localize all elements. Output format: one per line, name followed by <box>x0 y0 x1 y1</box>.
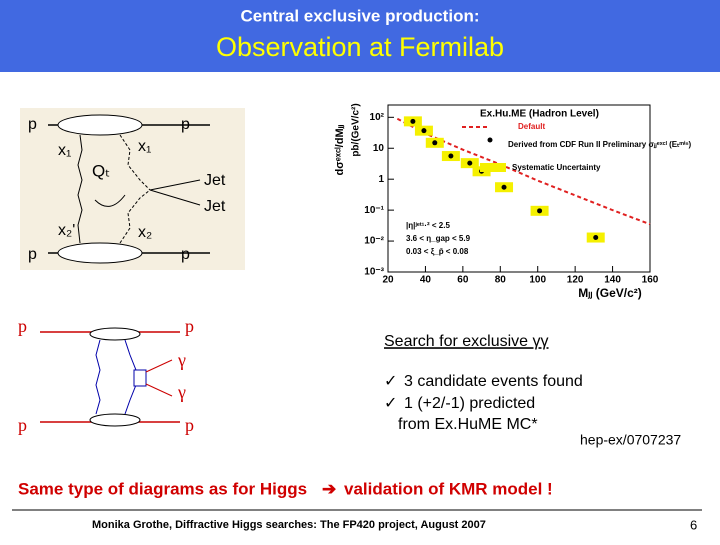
diagram-label: x₂' <box>58 222 75 239</box>
default-line <box>396 117 651 226</box>
item-note: from Ex.HuME MC* <box>398 416 538 433</box>
data-point <box>448 153 454 159</box>
diagram-label: p <box>185 316 194 336</box>
legend-label: Systematic Uncertainty <box>512 163 601 172</box>
x-tick-label: 80 <box>495 275 507 286</box>
x-tick-label: 40 <box>420 275 432 286</box>
page-number: 6 <box>690 517 697 532</box>
blob <box>89 327 141 341</box>
diagram-label: p <box>28 116 37 133</box>
diagram-label: Jet <box>204 198 226 215</box>
item: 1 (+2/-1) predicted <box>404 395 535 412</box>
legend-label: Default <box>518 122 545 131</box>
diagram-label: x₂ <box>138 224 152 241</box>
cut-label: 3.6 < η_gap < 5.9 <box>406 234 471 243</box>
legend-swatch <box>480 163 506 172</box>
cut-label: 0.03 < ξ_p̄ < 0.08 <box>406 247 469 256</box>
diagram-label: p <box>185 415 194 435</box>
diagram-label: Qₜ <box>92 161 110 180</box>
diagram-label: γ <box>177 382 186 402</box>
diagram-label: x₁ <box>58 142 71 159</box>
data-point <box>432 140 438 146</box>
diagram-label: p <box>181 116 190 133</box>
item: 3 candidate events found <box>404 373 583 390</box>
diagram-label: p <box>181 246 190 263</box>
x-axis-label: Mⱼⱼ (GeV/c²) <box>578 286 642 300</box>
legend-title: Ex.Hu.ME (Hadron Level) <box>480 109 599 120</box>
y-tick-label: 10 <box>373 143 385 154</box>
reference: hep-ex/0707237 <box>580 432 681 448</box>
blob <box>57 242 143 264</box>
legend-label: Derived from CDF Run II Preliminary σⱼⱼᵉ… <box>508 139 692 149</box>
y-tick-label: 10⁻³ <box>364 267 384 278</box>
y-tick-label: 10⁻² <box>364 236 384 247</box>
check: ✓ <box>384 395 397 412</box>
gluon <box>119 134 151 191</box>
x-tick-label: 20 <box>382 275 394 286</box>
jet-line <box>149 179 201 191</box>
diagram-label: x₁ <box>138 138 151 155</box>
header-band <box>0 0 720 72</box>
chart: 10⁻³ 10⁻² 10⁻¹ 1 10 10² 20 40 60 80 100 120 140 160Mⱼ… <box>334 103 692 300</box>
arrow: ➔ <box>322 479 336 498</box>
legend-swatch <box>487 137 493 143</box>
y-tick-label: 10² <box>370 112 385 123</box>
photon-line <box>145 359 173 373</box>
diagram-top <box>20 108 245 270</box>
diagram-label: p <box>18 415 27 435</box>
photon-line <box>145 383 173 397</box>
x-tick-label: 120 <box>567 275 584 286</box>
gluon <box>77 134 83 244</box>
data-point <box>593 235 599 241</box>
x-tick-label: 160 <box>642 275 659 286</box>
diagram-bg <box>20 108 245 270</box>
diagram-label: p <box>28 246 37 263</box>
blob <box>57 114 143 136</box>
blob <box>89 413 141 427</box>
y-tick-label: 10⁻¹ <box>364 205 384 216</box>
diagram-label: γ <box>177 350 186 370</box>
data-point <box>467 160 473 166</box>
y-axis-unit: pb/(GeV/c²) <box>351 103 362 156</box>
gluon <box>95 339 101 415</box>
diagram-label: p <box>18 316 27 336</box>
diagram-bottom <box>40 327 180 427</box>
data-point <box>410 118 416 124</box>
loop-arrow <box>94 194 126 207</box>
x-tick-label: 100 <box>529 275 546 286</box>
data-point <box>537 208 543 214</box>
conclusion: Same type of diagrams as for Higgs <box>18 479 307 498</box>
footer-text: Monika Grothe, Diffractive Higgs searche… <box>92 519 486 531</box>
gluon <box>119 189 151 244</box>
loop-box <box>133 369 147 387</box>
jet-line <box>149 189 201 206</box>
title: Observation at Fermilab <box>216 32 504 62</box>
plot-frame <box>387 104 651 273</box>
diagram-label: Jet <box>204 172 226 189</box>
data-point <box>501 184 507 190</box>
data-point <box>421 128 427 134</box>
check: ✓ <box>384 373 397 390</box>
y-tick-label: 1 <box>378 174 384 185</box>
cut-label: |η|ʲᵉᵗ¹·² < 2.5 <box>406 221 450 230</box>
subtitle: Central exclusive production: <box>241 6 480 25</box>
search-title: Search for exclusive γγ <box>384 333 549 350</box>
y-axis-label: dσᵉˣᶜˡ/dMⱼⱼ <box>334 124 346 175</box>
x-tick-label: 60 <box>457 275 469 286</box>
conclusion: validation of KMR model ! <box>344 479 553 498</box>
x-tick-label: 140 <box>604 275 621 286</box>
